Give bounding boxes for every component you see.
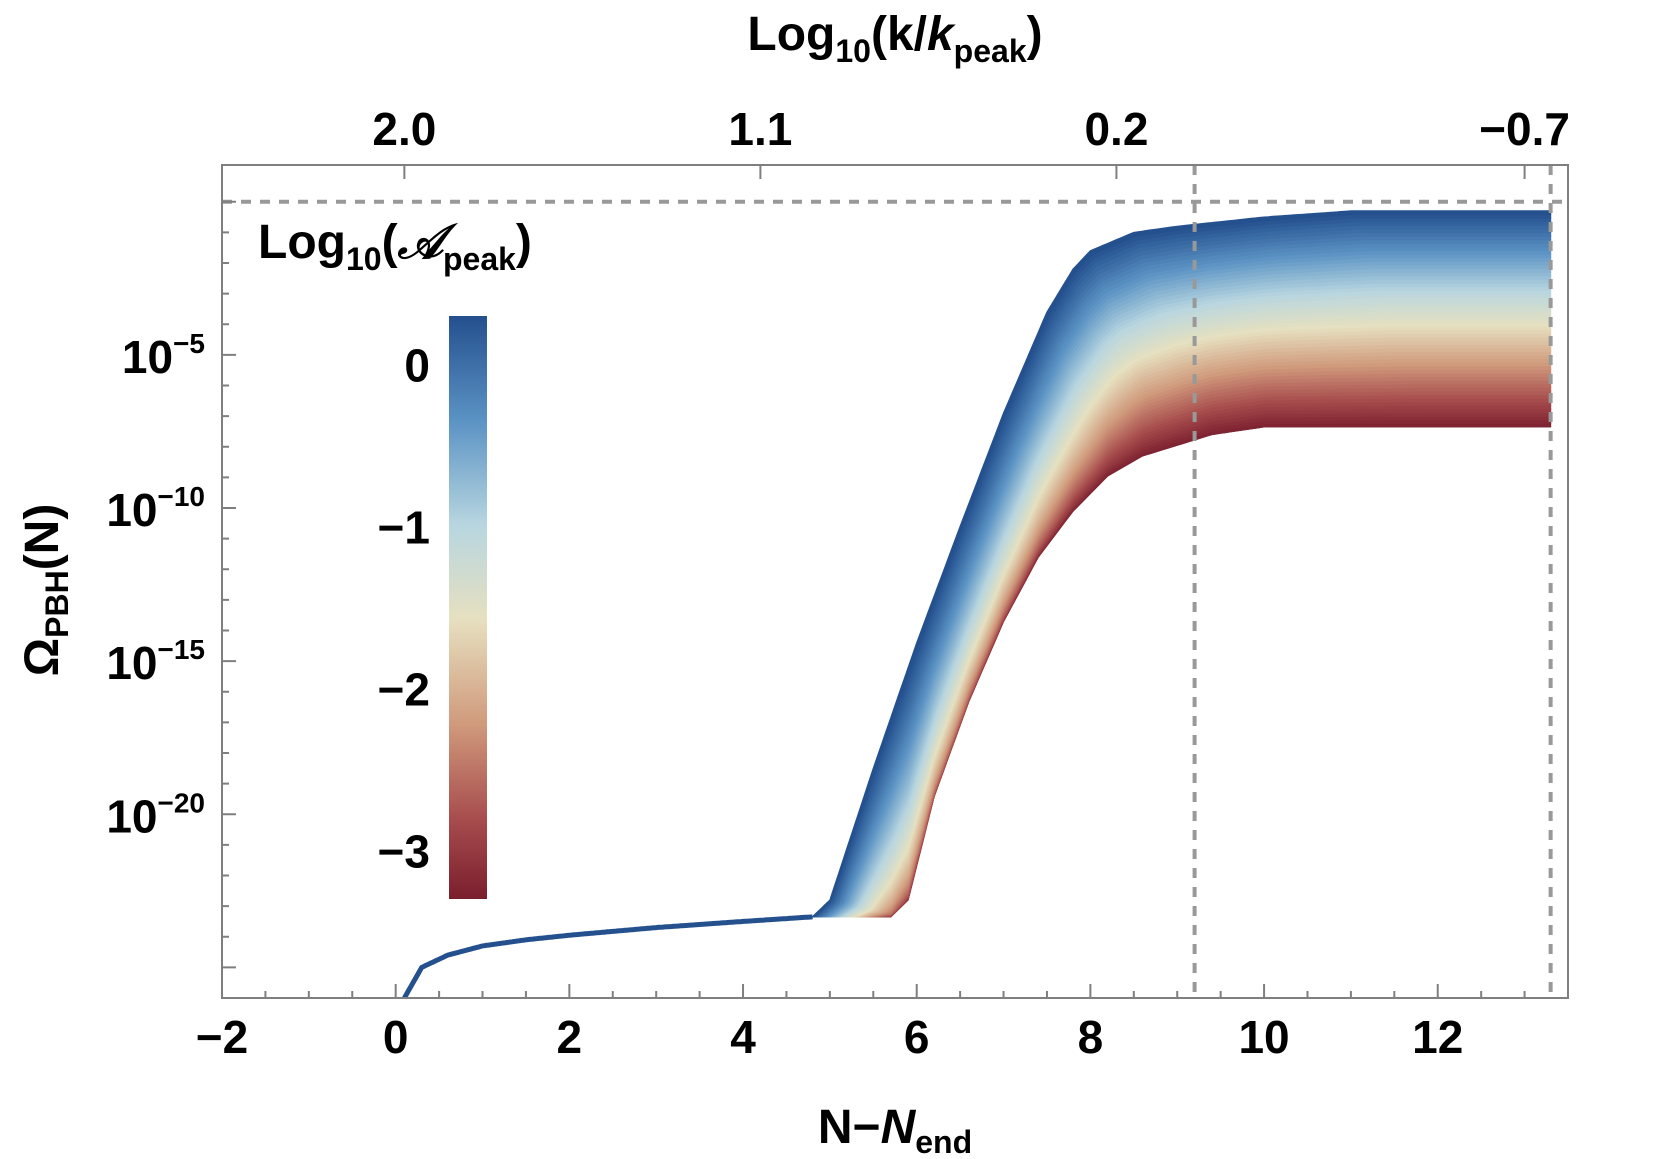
top-tick-label: −0.7	[1479, 103, 1570, 155]
x-tick-label: 10	[1238, 1011, 1289, 1063]
y-axis-title: ΩPBH(N)	[16, 504, 75, 677]
curve-family	[812, 210, 1552, 918]
top-x-axis-title: Log10(k/kpeak)	[747, 8, 1042, 69]
y-tick-label: 10−5	[122, 328, 205, 383]
x-tick-labels: −2 0 2 4 6 8 10 12	[196, 1011, 1464, 1063]
colorbar-tick-label: −3	[378, 825, 430, 877]
x-tick-label: 8	[1078, 1011, 1104, 1063]
x-tick-label: 12	[1412, 1011, 1463, 1063]
top-x-tick-labels: 2.0 1.1 0.2 −0.7	[372, 103, 1570, 155]
colorbar-tick-labels: 0 −1 −2 −3	[378, 340, 430, 878]
colorbar-tick-label: 0	[404, 340, 430, 392]
x-tick-label: 2	[557, 1011, 583, 1063]
top-tick-label: 1.1	[728, 103, 792, 155]
colorbar-tick-label: −1	[378, 502, 430, 554]
x-tick-label: −2	[196, 1011, 248, 1063]
top-tick-label: 2.0	[372, 103, 436, 155]
axis-ticks	[221, 165, 1569, 998]
colorbar-tick-label: −2	[378, 663, 430, 715]
plot-frame	[221, 164, 1569, 999]
x-tick-label: 6	[904, 1011, 930, 1063]
y-tick-label: 10−15	[106, 634, 205, 689]
common-curve-segment	[402, 914, 813, 1000]
y-tick-label: 10−10	[106, 481, 205, 536]
x-tick-label: 0	[383, 1011, 409, 1063]
y-tick-labels: 10−5 10−10 10−15 10−20	[106, 328, 205, 842]
colorbar	[449, 316, 487, 899]
x-axis-title: N−Nend	[818, 1101, 972, 1159]
colorbar-title: Log10(𝒜peak)	[258, 214, 532, 277]
top-tick-label: 0.2	[1084, 103, 1148, 155]
x-tick-label: 4	[730, 1011, 756, 1063]
y-tick-label: 10−20	[106, 787, 205, 842]
